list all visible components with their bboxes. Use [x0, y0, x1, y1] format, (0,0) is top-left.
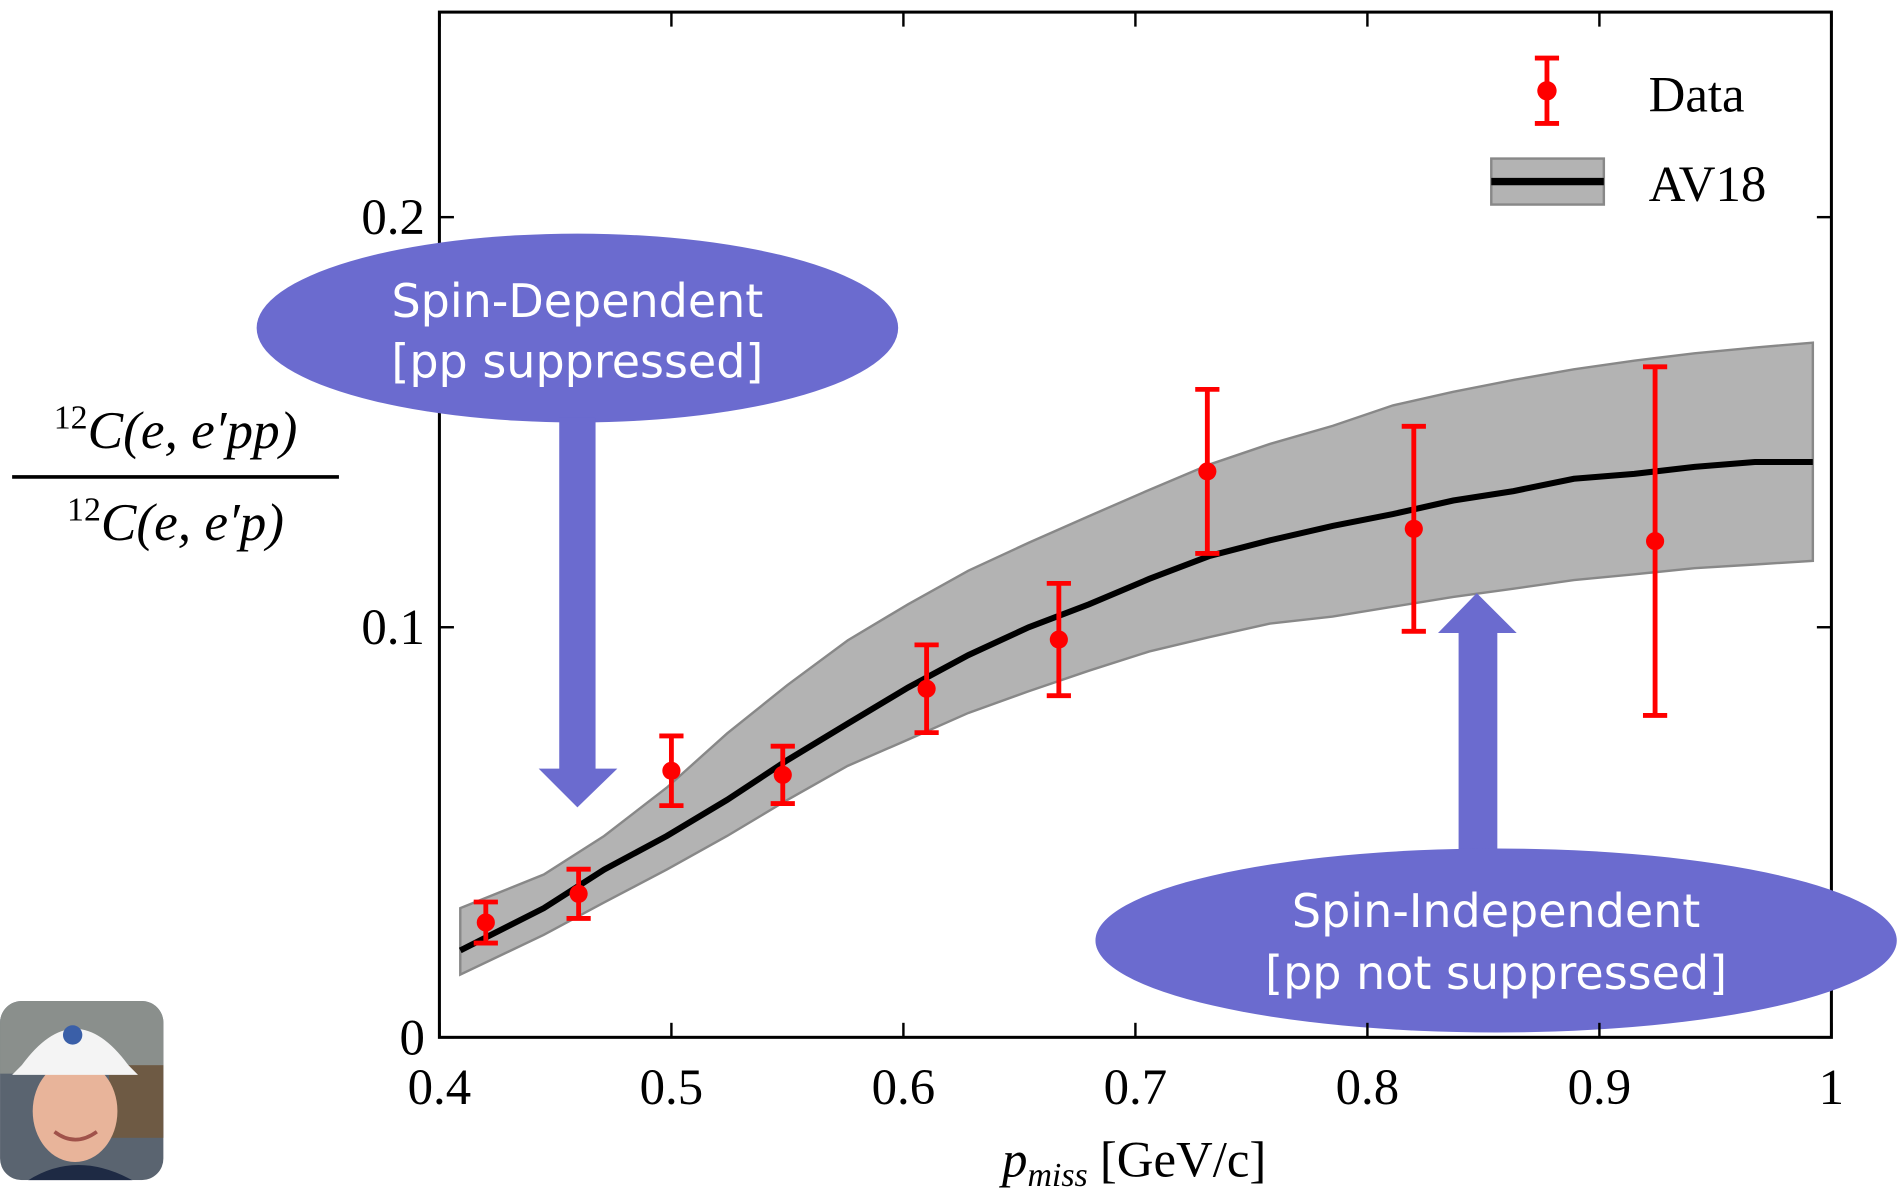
annotation-spin-dependent: Spin-Dependent [pp suppressed] — [256, 233, 899, 808]
data-point — [476, 913, 495, 932]
legend-label: Data — [1649, 66, 1745, 122]
y-tick-label: 0.1 — [361, 599, 425, 655]
plot-area — [458, 341, 1815, 977]
x-tick-label: 0.5 — [640, 1059, 704, 1115]
annotation-bubble — [256, 233, 899, 423]
data-point — [569, 884, 588, 903]
x-tick-label: 0.7 — [1104, 1059, 1168, 1115]
y-tick-label: 0 — [399, 1009, 424, 1065]
y-label: 12C(e, e′pp) 12C(e, e′p) — [12, 399, 339, 552]
annotation-text: Spin-Independent — [1292, 884, 1700, 938]
data-point — [1049, 630, 1068, 649]
data-point — [1404, 519, 1423, 538]
superscript: 12 — [54, 399, 88, 436]
x-tick-label: 0.9 — [1568, 1059, 1632, 1115]
legend: Data AV18 — [1490, 55, 1767, 212]
text: C(e, e′pp) — [88, 401, 298, 460]
x-label-unit: [GeV/c] — [1100, 1132, 1267, 1188]
uncertainty-band — [459, 341, 1815, 977]
y-tick-label: 0.2 — [361, 189, 425, 245]
y-label-denominator: 12C(e, e′p) — [67, 491, 284, 551]
x-label-main: p — [999, 1132, 1027, 1188]
data-point — [662, 761, 681, 780]
arrow — [1438, 593, 1517, 860]
theory-line — [458, 458, 1813, 954]
superscript: 12 — [67, 491, 101, 528]
x-label-sub: miss — [1027, 1157, 1087, 1193]
speaker-photo — [0, 1001, 164, 1181]
x-label: pmiss [GeV/c] — [999, 1132, 1266, 1193]
data-point — [1198, 462, 1217, 481]
y-label-numerator: 12C(e, e′pp) — [54, 399, 298, 459]
x-tick-label: 1 — [1819, 1059, 1844, 1115]
annotation-text: [pp not suppressed] — [1265, 946, 1727, 1000]
x-tick-label: 0.4 — [408, 1059, 472, 1115]
text: C(e, e′p) — [101, 493, 284, 552]
data-point — [917, 679, 936, 698]
annotation-bubble — [1095, 848, 1897, 1033]
x-tick-label: 0.6 — [872, 1059, 936, 1115]
legend-label: AV18 — [1649, 156, 1767, 212]
legend-marker — [1537, 81, 1557, 101]
arrow — [538, 417, 618, 808]
data-point — [773, 765, 792, 784]
annotation-text: Spin-Dependent — [391, 274, 763, 328]
annotation-text: [pp suppressed] — [391, 335, 763, 389]
x-tick-label: 0.8 — [1336, 1059, 1400, 1115]
annotation-spin-independent: Spin-Independent [pp not suppressed] — [1095, 593, 1897, 1033]
data-point — [1646, 532, 1665, 551]
